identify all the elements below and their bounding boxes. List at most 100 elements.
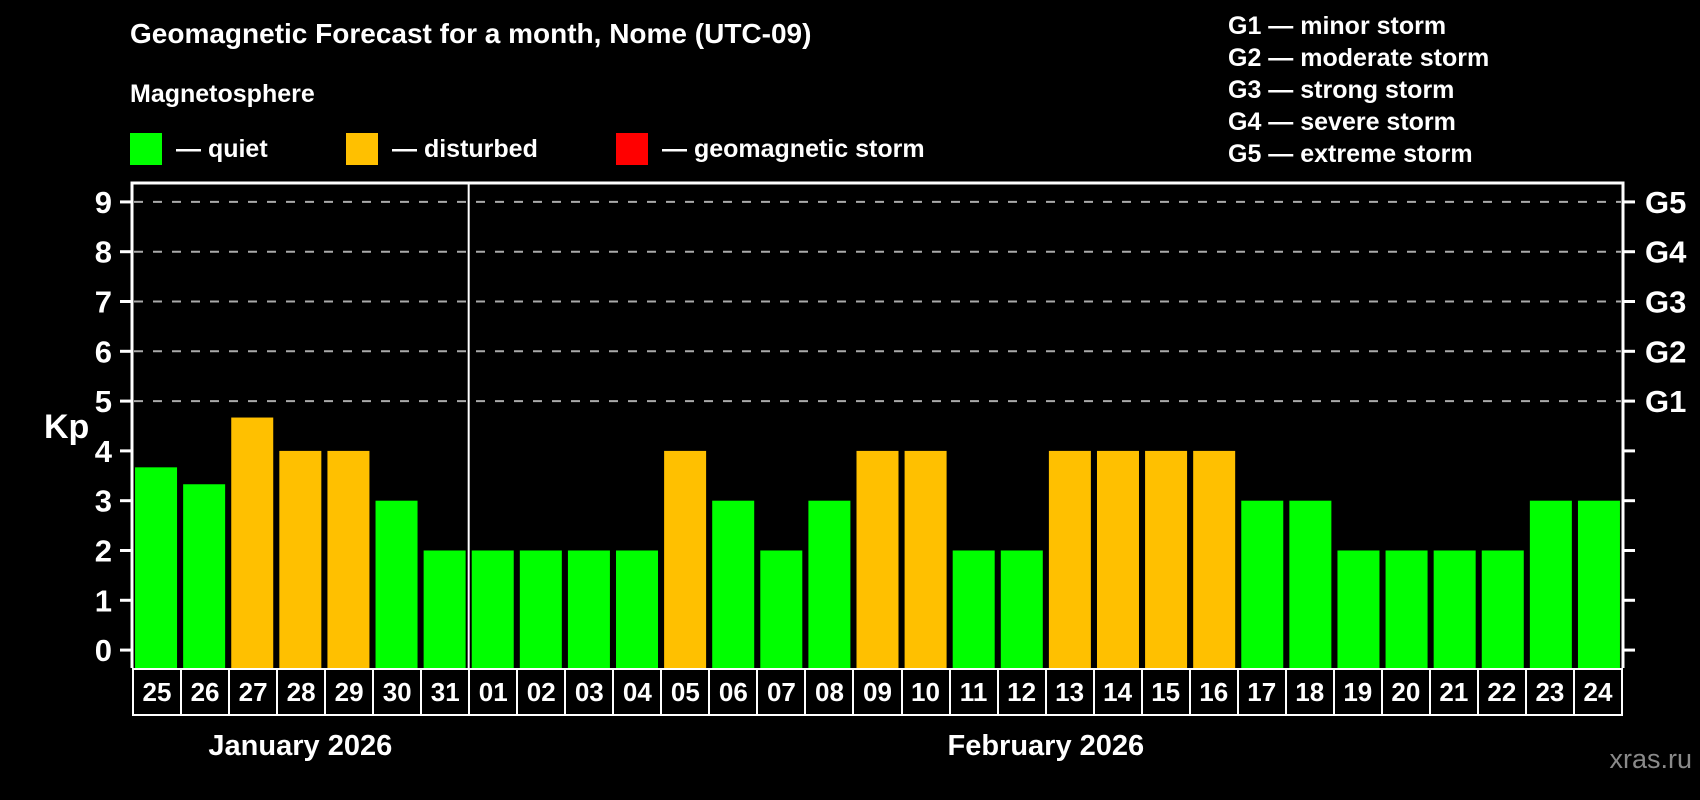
kp-bar-26 [183,484,226,668]
y-tick-label-3: 3 [95,484,112,519]
date-cell-25: 25 [132,668,183,716]
date-cell-02: 02 [516,668,567,716]
date-cell-22: 22 [1476,668,1527,716]
kp-bar-02 [519,550,562,668]
date-cell-04: 04 [612,668,663,716]
date-cell-27: 27 [228,668,279,716]
legend-item-quiet: — quiet [130,132,268,166]
kp-bar-19 [1337,550,1380,668]
storm-scale-legend: G1 — minor storm G2 — moderate storm G3 — … [1228,10,1489,170]
date-cell-26: 26 [180,668,231,716]
watermark: xras.ru [1609,744,1692,774]
date-cell-11: 11 [948,668,999,716]
magnetosphere-label: Magnetosphere [130,80,315,108]
kp-bar-17 [1241,500,1284,668]
kp-bar-27 [231,417,274,668]
date-cell-21: 21 [1428,668,1479,716]
y-tick-label-4: 4 [95,434,113,469]
storm-scale-line-1: G1 — minor storm [1228,12,1447,40]
storm-scale-line-2: G2 — moderate storm [1228,44,1490,72]
date-cell-18: 18 [1284,668,1335,716]
quiet-color-swatch [130,133,162,165]
kp-bar-08 [808,500,851,668]
kp-bar-16 [1193,450,1236,668]
kp-bar-03 [567,550,610,668]
date-cell-23: 23 [1524,668,1575,716]
storm-scale-line-5: G5 — extreme storm [1228,140,1473,168]
legend-label-storm: — geomagnetic storm [662,134,925,163]
date-cell-10: 10 [900,668,951,716]
date-cell-14: 14 [1092,668,1143,716]
date-cell-17: 17 [1236,668,1287,716]
kp-bar-14 [1096,450,1139,668]
date-axis: 25 26 27 28 29 30 31 01 02 03 04 05 06 07 08 09 10 11 12 13… [132,668,1623,716]
kp-bar-31 [423,550,466,668]
date-cell-20: 20 [1380,668,1431,716]
legend-item-storm: — geomagnetic storm [616,132,925,166]
legend-item-disturbed: — disturbed [346,132,538,166]
date-cell-01: 01 [468,668,519,716]
g-scale-label-G4: G4 [1645,235,1687,270]
date-cell-29: 29 [324,668,375,716]
kp-bar-20 [1385,550,1428,668]
date-cell-15: 15 [1140,668,1191,716]
kp-bar-13 [1048,450,1091,668]
date-cell-09: 09 [852,668,903,716]
y-tick-label-9: 9 [95,185,112,220]
kp-bar-25 [135,467,178,668]
date-cell-28: 28 [276,668,327,716]
date-cell-19: 19 [1332,668,1383,716]
kp-bar-11 [952,550,995,668]
y-tick-label-0: 0 [95,633,112,668]
kp-bar-10 [904,450,947,668]
date-cell-13: 13 [1044,668,1095,716]
date-cell-08: 08 [804,668,855,716]
y-tick-label-2: 2 [95,533,112,568]
date-cell-07: 07 [756,668,807,716]
kp-bar-05 [664,450,707,668]
disturbed-color-swatch [346,133,378,165]
date-cell-31: 31 [420,668,471,716]
kp-bar-01 [471,550,514,668]
date-cell-05: 05 [660,668,711,716]
g-scale-label-G2: G2 [1645,334,1686,369]
kp-bar-28 [279,450,322,668]
g-scale-label-G3: G3 [1645,285,1686,320]
kp-bar-18 [1289,500,1332,668]
date-cell-30: 30 [372,668,423,716]
kp-bar-30 [375,500,418,668]
g-scale-label-G1: G1 [1645,384,1686,419]
g-scale-label-G5: G5 [1645,185,1686,220]
y-tick-label-1: 1 [95,583,112,618]
date-cell-24: 24 [1572,668,1623,716]
y-tick-label-8: 8 [95,235,112,270]
kp-bar-06 [712,500,755,668]
kp-bar-23 [1529,500,1572,668]
date-cell-16: 16 [1188,668,1239,716]
kp-bar-07 [760,550,803,668]
storm-color-swatch [616,133,648,165]
kp-bar-12 [1000,550,1043,668]
kp-bar-22 [1481,550,1524,668]
month-label-january: January 2026 [208,730,393,762]
y-tick-label-5: 5 [95,384,112,419]
legend-label-disturbed: — disturbed [392,134,538,163]
date-cell-12: 12 [996,668,1047,716]
storm-scale-line-3: G3 — strong storm [1228,76,1455,104]
storm-scale-line-4: G4 — severe storm [1228,108,1456,136]
page-title: Geomagnetic Forecast for a month, Nome (… [130,18,812,49]
y-tick-label-6: 6 [95,334,112,369]
kp-bar-09 [856,450,899,668]
y-tick-label-7: 7 [95,285,112,320]
legend-label-quiet: — quiet [176,134,268,163]
axis-frame [130,181,1625,668]
kp-bar-21 [1433,550,1476,668]
month-label-february: February 2026 [947,730,1145,762]
kp-bar-04 [616,550,659,668]
kp-bar-24 [1577,500,1620,668]
date-cell-06: 06 [708,668,759,716]
kp-bar-29 [327,450,370,668]
y-axis-label: Kp [44,408,90,446]
